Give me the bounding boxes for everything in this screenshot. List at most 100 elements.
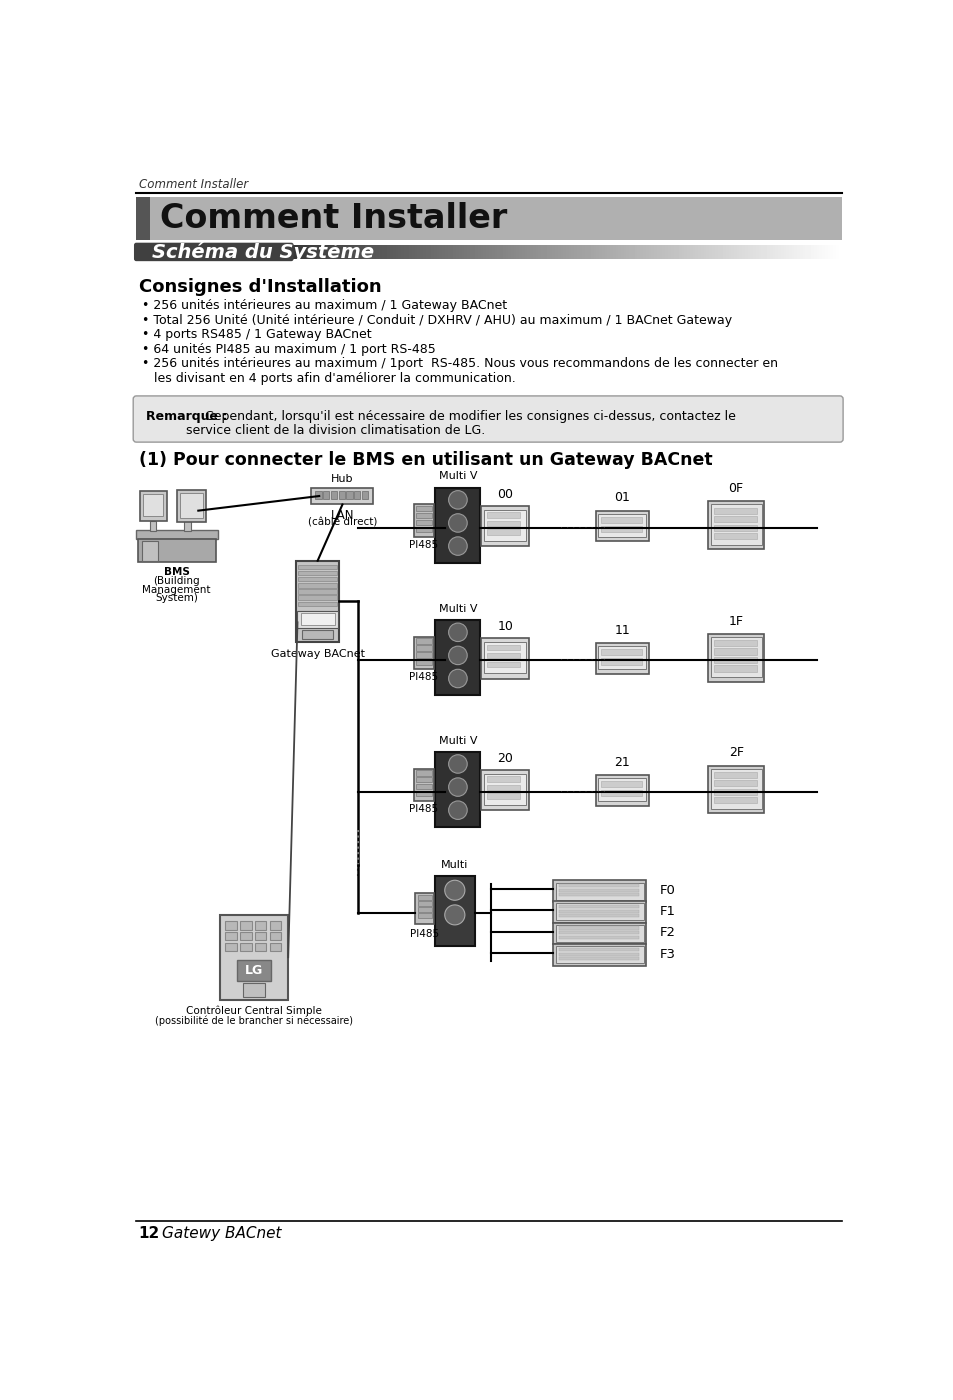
Bar [416,659,431,665]
Bar [435,876,475,946]
Bar [558,958,639,960]
Bar [298,589,336,594]
Bar [710,504,760,545]
Bar [599,781,641,787]
Text: Multi: Multi [440,860,468,871]
Bar [599,650,641,655]
Text: · · · · · · · ·: · · · · · · · · [559,787,605,797]
Bar [416,519,431,525]
Bar [487,794,519,798]
Bar [713,640,757,647]
Bar [331,491,336,500]
Circle shape [448,490,467,510]
Text: (câble direct): (câble direct) [308,518,376,528]
Bar [254,921,266,930]
Bar [338,491,344,500]
Text: • Total 256 Unité (Unité intérieure / Conduit / DXHRV / AHU) au maximum / 1 BACn: • Total 256 Unité (Unité intérieure / Co… [142,314,732,326]
Bar [354,491,360,500]
Bar [311,487,373,504]
Bar [484,510,525,540]
Bar [300,613,335,626]
Text: • 4 ports RS485 / 1 Gateway BACnet: • 4 ports RS485 / 1 Gateway BACnet [142,328,372,342]
Text: PI485: PI485 [409,540,438,550]
Bar [417,902,431,906]
Bar [240,932,252,941]
Text: service client de la division climatisation de LG.: service client de la division climatisat… [146,424,484,437]
Bar [713,665,757,672]
Bar [270,942,281,951]
Bar [713,788,757,795]
Bar [598,778,645,801]
Text: 0F: 0F [728,482,743,496]
Bar [417,895,431,900]
Bar [435,487,480,563]
Circle shape [444,904,464,925]
Text: 2F: 2F [728,746,743,759]
Bar [136,529,217,539]
Bar [596,511,648,542]
Circle shape [448,536,467,556]
Text: 12: 12 [138,1226,160,1242]
Text: • 256 unités intérieures au maximum / 1port  RS-485. Nous vous recommandons de l: • 256 unités intérieures au maximum / 1p… [142,357,778,371]
Text: System): System) [155,594,198,603]
Bar [416,505,431,511]
Bar [553,944,645,966]
Circle shape [448,623,467,641]
Text: 10: 10 [497,620,513,633]
Bar [225,932,236,941]
Bar [254,932,266,941]
Bar [302,630,333,640]
Bar [558,914,639,917]
Bar [713,525,757,531]
Bar [254,942,266,951]
Bar [599,658,641,665]
Text: Contrôleur Central Simple: Contrôleur Central Simple [186,1005,322,1016]
Bar [710,637,760,678]
Circle shape [448,778,467,797]
Bar [558,952,639,956]
Bar [558,935,639,939]
Bar [707,501,763,549]
Text: LG: LG [245,963,263,977]
Text: Multi V: Multi V [438,472,476,482]
Bar [416,770,431,776]
Bar [243,983,265,997]
Bar [416,652,431,658]
Text: (possibilité de le brancher si nécessaire): (possibilité de le brancher si nécessair… [155,1015,353,1025]
Bar [323,491,329,500]
Text: F3: F3 [659,948,676,960]
Bar [558,904,639,909]
Bar [270,932,281,941]
Bar [487,529,519,535]
Text: 00: 00 [497,487,513,501]
Bar [596,774,648,805]
Bar [487,662,519,666]
Bar [136,197,841,239]
Bar [487,785,519,790]
Bar [240,942,252,951]
Bar [558,893,639,896]
Text: (Building: (Building [153,577,200,587]
Bar [713,771,757,778]
Bar [417,907,431,911]
Bar [416,784,431,790]
Text: Comment Installer: Comment Installer [138,178,248,192]
Circle shape [444,881,464,900]
Bar [487,512,519,518]
Text: 1F: 1F [728,615,743,627]
Bar [599,790,641,797]
Bar [415,893,434,924]
Bar [484,774,525,805]
Bar [416,526,431,532]
Text: les divisant en 4 ports afin d'améliorer la communication.: les divisant en 4 ports afin d'améliorer… [142,372,516,385]
Bar [295,560,339,641]
Bar [435,620,480,696]
Text: F0: F0 [659,883,676,897]
Bar [555,903,643,920]
Bar [225,942,236,951]
Bar [270,921,281,930]
Bar [558,889,639,892]
Text: 21: 21 [614,756,629,769]
Text: Comment Installer: Comment Installer [159,202,506,235]
Bar [599,526,641,532]
